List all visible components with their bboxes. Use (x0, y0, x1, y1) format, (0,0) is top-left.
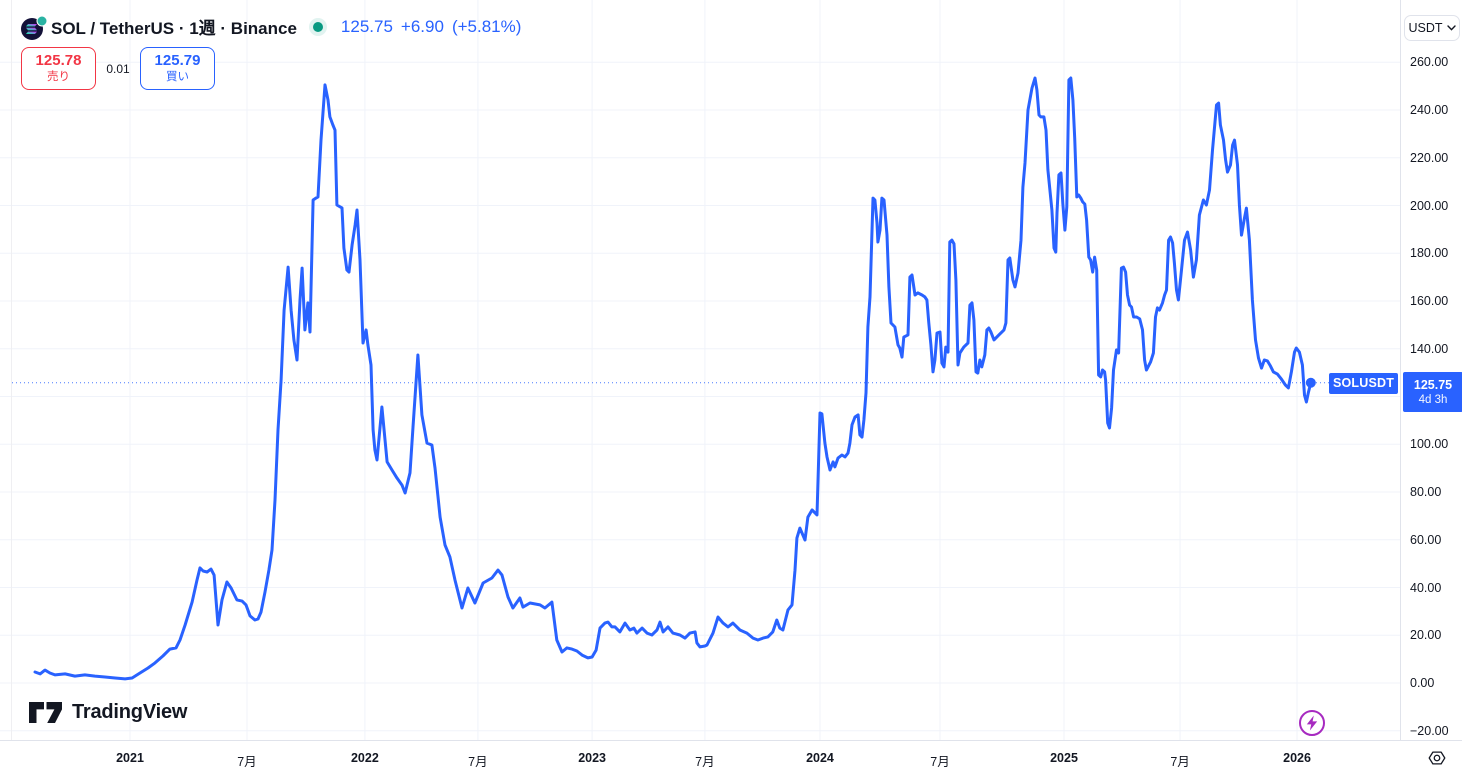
last-value-marker (1305, 377, 1316, 388)
price-tick-label: 200.00 (1410, 198, 1449, 213)
sell-price: 125.78 (35, 52, 82, 69)
buy-label: 買い (166, 71, 189, 83)
time-tick-label: 2026 (1283, 751, 1311, 765)
price-tick-label: 220.00 (1410, 150, 1449, 165)
time-tick-label: 7月 (237, 755, 257, 769)
time-axis[interactable]: 2021 7月 2022 7月 2023 7月 2024 7月 2025 7月 2026 (0, 740, 1462, 776)
tradingview-logo-text: TradingView (72, 701, 188, 723)
time-tick-label: 7月 (468, 755, 488, 769)
price-series-line (33, 76, 1313, 681)
time-tick-label: 2022 (350, 751, 379, 765)
last-price-tag-value: 125.75 (1413, 377, 1453, 392)
bar-countdown: 4d 3h (1418, 393, 1448, 406)
price-tick-label: 0.00 (1410, 676, 1435, 690)
scale-settings-button[interactable] (1424, 745, 1450, 771)
market-status-icon (312, 21, 323, 32)
price-tick-label: −20.00 (1410, 723, 1449, 738)
price-axis[interactable]: USDT 260.00 240.00 220.00 200.00 180.00 160.0… (1400, 0, 1462, 740)
price-tick-label: 140.00 (1410, 341, 1449, 356)
sell-label: 売り (47, 71, 70, 83)
legend-last-price: 125.75 (340, 16, 393, 36)
time-tick-label: 2024 (806, 751, 834, 765)
price-tick-label: 20.00 (1410, 628, 1442, 643)
currency-label: USDT (1408, 21, 1443, 35)
time-tick-label: 2025 (1050, 751, 1078, 765)
time-tick-label: 2023 (578, 751, 606, 765)
price-tick-label: 180.00 (1410, 246, 1449, 261)
symbol-legend: SOL / TetherUS · 1週 · Binance 125.75 +6.… (21, 14, 521, 40)
price-tick-label: 240.00 (1410, 103, 1449, 117)
hexagon-gear-icon (1428, 751, 1446, 765)
time-tick-label: 2021 (116, 751, 144, 765)
price-tick-label: 100.00 (1410, 437, 1449, 452)
buy-price: 125.79 (154, 52, 201, 69)
grid-lines (0, 0, 1400, 740)
series-name-tag: SOLUSDT (1329, 372, 1398, 394)
price-tick-label: 40.00 (1410, 580, 1442, 595)
order-buttons: 125.78 売り 0.01 125.79 買い (21, 47, 215, 90)
time-tick-label: 7月 (1170, 755, 1190, 769)
last-price-tag: 125.75 4d 3h (1403, 371, 1462, 412)
currency-dropdown-button[interactable]: USDT (1404, 15, 1460, 41)
legend-quote: 125.75 +6.90 (+5.81%) (341, 17, 521, 37)
tradingview-logo-icon (29, 701, 62, 723)
tradingview-logo-link[interactable]: TradingView (29, 701, 187, 724)
instant-trading-button[interactable] (1298, 709, 1326, 737)
price-tick-label: 60.00 (1410, 532, 1442, 547)
buy-button[interactable]: 125.79 買い (140, 47, 215, 90)
time-tick-label: 7月 (930, 755, 950, 769)
price-tick-label: 80.00 (1410, 485, 1442, 499)
sell-button[interactable]: 125.78 売り (21, 47, 96, 90)
price-tick-label: 160.00 (1410, 294, 1449, 308)
symbol-title[interactable]: SOL / TetherUS · 1週 · Binance (51, 19, 297, 38)
spread-value: 0.01 (106, 61, 130, 76)
legend-change-pct: (+5.81%) (451, 16, 522, 36)
panel-divider (11, 0, 12, 740)
sol-logo-icon (21, 15, 48, 40)
price-tick-label: 260.00 (1410, 55, 1449, 70)
chart-canvas[interactable] (0, 0, 1400, 740)
legend-change: +6.90 (400, 16, 444, 36)
time-tick-label: 7月 (695, 755, 715, 769)
lightning-icon (1299, 710, 1325, 736)
chevron-down-icon (1446, 25, 1456, 31)
